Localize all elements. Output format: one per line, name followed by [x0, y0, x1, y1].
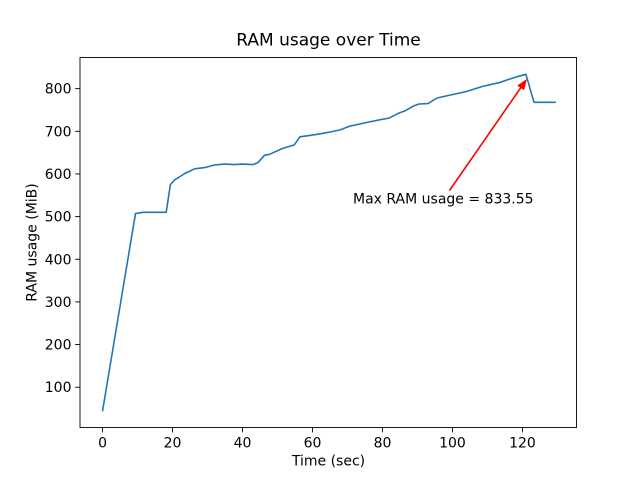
plot-border — [79, 57, 577, 428]
y-tick-label: 200 — [45, 338, 72, 354]
y-tick-label: 400 — [45, 252, 72, 268]
y-axis-label: RAM usage (MiB) — [25, 183, 41, 301]
y-tick-label: 600 — [45, 167, 72, 183]
x-tick-label: 0 — [98, 435, 107, 451]
annotation-arrow-line — [448, 85, 523, 191]
x-tick-label: 100 — [439, 435, 466, 451]
y-tick-label: 100 — [45, 380, 72, 396]
x-axis-label: Time (sec) — [291, 454, 365, 470]
y-tick-label: 500 — [45, 210, 72, 226]
x-tick-label: 80 — [374, 435, 392, 451]
x-tick-label: 40 — [234, 435, 252, 451]
y-tick-label: 300 — [45, 295, 72, 311]
annotation-arrow-head — [517, 78, 527, 91]
x-tick-label: 120 — [509, 435, 536, 451]
x-tick-label: 60 — [304, 435, 322, 451]
chart-title: RAM usage over Time — [236, 31, 420, 51]
y-tick-label: 700 — [45, 124, 72, 140]
y-tick-label: 800 — [45, 82, 72, 98]
ram-usage-line — [101, 73, 557, 412]
plot-content: 0 20 40 60 80 100 120 100 200 300 400 500 600 700 800 — [45, 73, 557, 451]
x-tick-label: 20 — [164, 435, 182, 451]
annotation-text: Max RAM usage = 833.55 — [353, 192, 534, 208]
